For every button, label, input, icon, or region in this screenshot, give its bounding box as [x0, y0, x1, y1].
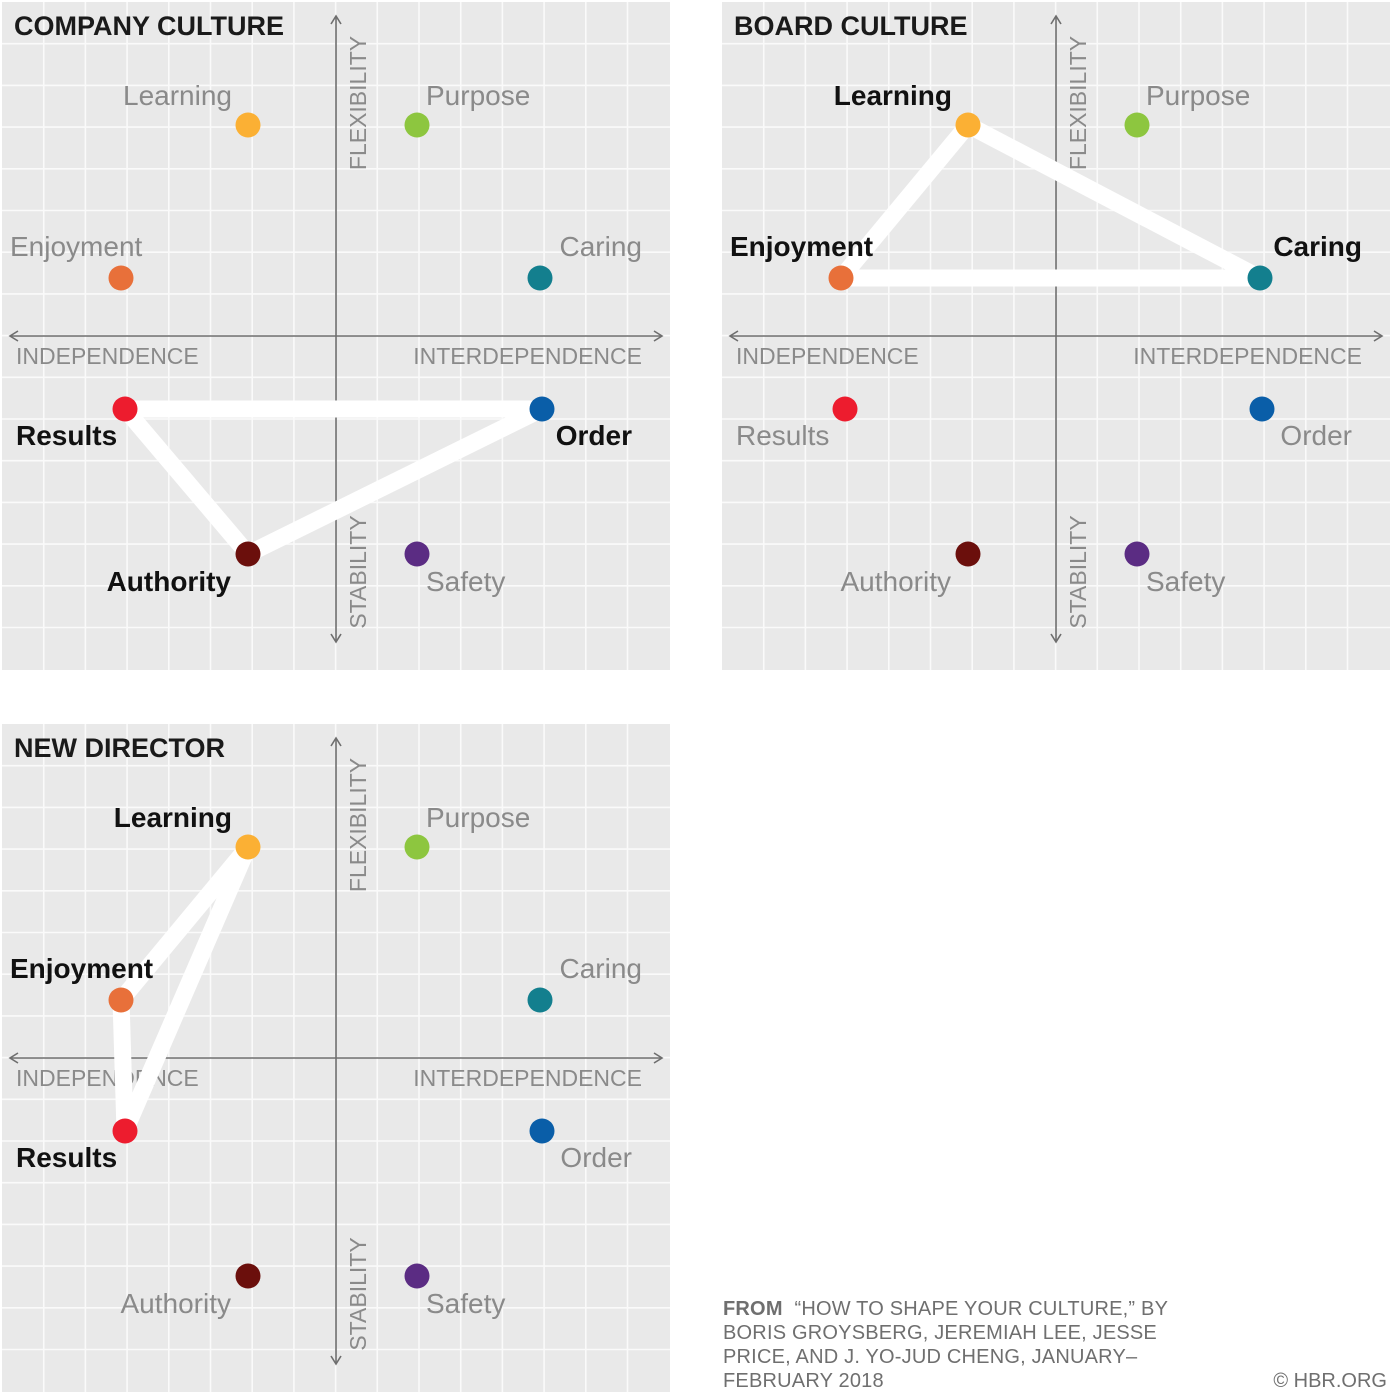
axis-label-independence: INDEPENDENCE: [16, 343, 199, 369]
label-order: Order: [556, 420, 632, 451]
label-safety: Safety: [426, 1288, 505, 1319]
dot-safety: [1124, 541, 1150, 567]
dot-results: [112, 1118, 138, 1144]
label-results: Results: [16, 420, 117, 451]
dot-safety: [404, 541, 430, 567]
axis-label-independence: INDEPENDENCE: [736, 343, 919, 369]
source-from-label: FROM: [723, 1298, 783, 1320]
source-citation: FROM “HOW TO SHAPE YOUR CULTURE,” BY BOR…: [723, 1297, 1183, 1393]
dot-order: [1249, 396, 1275, 422]
panel-new-director: INDEPENDENCE INTERDEPENDENCE FLEXIBILITY ST…: [2, 724, 670, 1392]
label-order: Order: [560, 1142, 632, 1173]
label-purpose: Purpose: [426, 802, 530, 833]
axis-label-flexibility: FLEXIBILITY: [345, 36, 371, 170]
axis-label-stability: STABILITY: [1065, 515, 1091, 628]
dot-order: [529, 1118, 555, 1144]
axis-label-flexibility: FLEXIBILITY: [1065, 36, 1091, 170]
axis-label-stability: STABILITY: [345, 1237, 371, 1350]
dot-learning: [235, 834, 261, 860]
axis-label-interdependence: INTERDEPENDENCE: [1133, 343, 1362, 369]
label-enjoyment: Enjoyment: [730, 231, 873, 262]
label-safety: Safety: [426, 566, 505, 597]
dot-results: [112, 396, 138, 422]
panel-title: COMPANY CULTURE: [14, 11, 284, 41]
panel-title: BOARD CULTURE: [734, 11, 967, 41]
label-purpose: Purpose: [1146, 80, 1250, 111]
dot-learning: [955, 112, 981, 138]
dot-purpose: [404, 834, 430, 860]
dot-authority: [235, 541, 261, 567]
quadrant-diagram: INDEPENDENCE INTERDEPENDENCE FLEXIBILITY ST…: [722, 2, 1390, 670]
label-caring: Caring: [560, 953, 642, 984]
highlight-triangle: [116, 400, 551, 563]
label-results: Results: [16, 1142, 117, 1173]
label-authority: Authority: [107, 566, 232, 597]
quadrant-diagram: INDEPENDENCE INTERDEPENDENCE FLEXIBILITY ST…: [2, 2, 670, 670]
dot-enjoyment: [108, 987, 134, 1013]
label-order: Order: [1280, 420, 1352, 451]
label-authority: Authority: [121, 1288, 232, 1319]
axis-label-flexibility: FLEXIBILITY: [345, 758, 371, 892]
label-caring: Caring: [1273, 231, 1362, 262]
copyright: © HBR.ORG: [1273, 1370, 1387, 1392]
dot-results: [832, 396, 858, 422]
highlight-triangle: [112, 838, 257, 1140]
dot-learning: [235, 112, 261, 138]
dot-caring: [1247, 265, 1273, 291]
panel-title: NEW DIRECTOR: [14, 733, 225, 763]
highlight-triangle: [832, 116, 1269, 287]
dot-enjoyment: [828, 265, 854, 291]
axes: [728, 14, 1384, 644]
axis-label-interdependence: INTERDEPENDENCE: [413, 343, 642, 369]
label-authority: Authority: [841, 566, 952, 597]
label-purpose: Purpose: [426, 80, 530, 111]
panel-company-culture: INDEPENDENCE INTERDEPENDENCE FLEXIBILITY ST…: [2, 2, 670, 670]
dot-caring: [527, 987, 553, 1013]
label-enjoyment: Enjoyment: [10, 953, 153, 984]
dot-purpose: [1124, 112, 1150, 138]
axis-label-interdependence: INTERDEPENDENCE: [413, 1065, 642, 1091]
label-caring: Caring: [560, 231, 642, 262]
dot-enjoyment: [108, 265, 134, 291]
dot-authority: [235, 1263, 261, 1289]
dot-order: [529, 396, 555, 422]
axes: [8, 14, 664, 644]
label-results: Results: [736, 420, 829, 451]
dot-caring: [527, 265, 553, 291]
axis-label-independence: INDEPENDENCE: [16, 1065, 199, 1091]
label-learning: Learning: [114, 802, 232, 833]
source-text: “HOW TO SHAPE YOUR CULTURE,” BY BORIS GR…: [723, 1298, 1168, 1392]
dot-safety: [404, 1263, 430, 1289]
label-learning: Learning: [834, 80, 952, 111]
dot-authority: [955, 541, 981, 567]
dot-purpose: [404, 112, 430, 138]
panel-board-culture: INDEPENDENCE INTERDEPENDENCE FLEXIBILITY ST…: [722, 2, 1390, 670]
label-enjoyment: Enjoyment: [10, 231, 143, 262]
axis-label-stability: STABILITY: [345, 515, 371, 628]
quadrant-diagram: INDEPENDENCE INTERDEPENDENCE FLEXIBILITY ST…: [2, 724, 670, 1392]
label-safety: Safety: [1146, 566, 1225, 597]
label-learning: Learning: [123, 80, 232, 111]
